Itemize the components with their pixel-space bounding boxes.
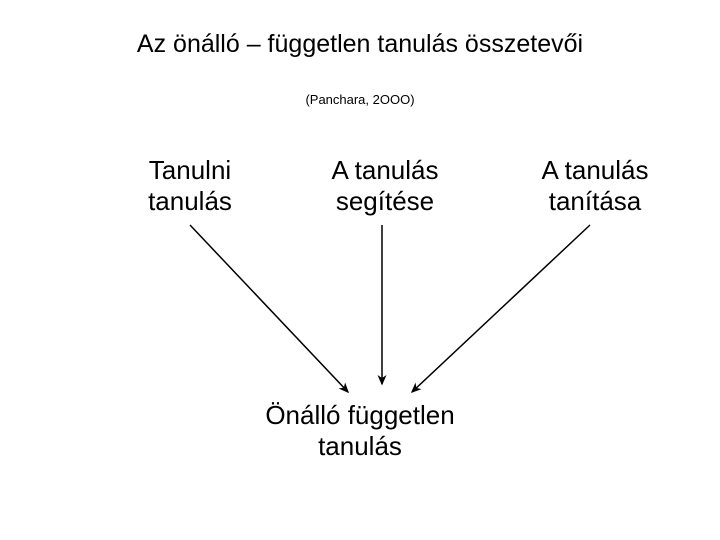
source-node-right: A tanulás tanítása bbox=[510, 155, 680, 217]
node-text-line: tanítása bbox=[510, 186, 680, 217]
arrow-left bbox=[190, 225, 348, 392]
node-text-line: tanulás bbox=[220, 431, 500, 462]
node-text-line: segítése bbox=[300, 186, 470, 217]
arrow-right bbox=[412, 225, 590, 392]
node-text-line: A tanulás bbox=[510, 155, 680, 186]
source-node-left: Tanulni tanulás bbox=[115, 155, 265, 217]
node-text-line: A tanulás bbox=[300, 155, 470, 186]
source-node-center: A tanulás segítése bbox=[300, 155, 470, 217]
node-text-line: Önálló független bbox=[220, 400, 500, 431]
node-text-line: Tanulni bbox=[115, 155, 265, 186]
diagram-title: Az önálló – független tanulás összetevői bbox=[0, 30, 720, 59]
citation-text: (Panchara, 2OOO) bbox=[0, 92, 720, 107]
node-text-line: tanulás bbox=[115, 186, 265, 217]
target-node-bottom: Önálló független tanulás bbox=[220, 400, 500, 462]
